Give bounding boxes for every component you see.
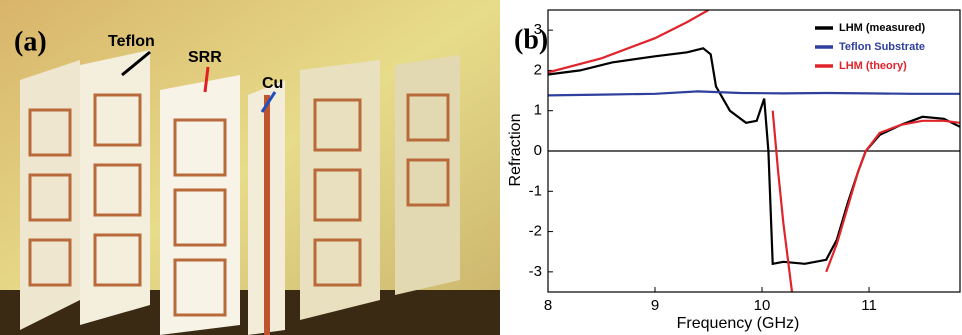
plot-frame [547, 9, 961, 293]
series-line [548, 90, 960, 97]
y-tick-label: -1 [529, 182, 542, 199]
x-axis-label: Frequency (GHz) [677, 315, 800, 332]
panel-label: (a) [14, 26, 47, 57]
legend-label: LHM (theory) [839, 60, 907, 72]
annotation: Cu [262, 75, 283, 92]
annotation: Teflon [108, 33, 155, 50]
arrows [121, 50, 277, 113]
photo-panel: (a) Teflon SRR Cu [0, 0, 500, 335]
legend-label: LHM (measured) [839, 22, 926, 34]
x-tick-label: 10 [754, 297, 771, 314]
y-tick-label: 2 [534, 61, 542, 78]
series-line [548, 10, 960, 292]
panel-label: (b) [514, 24, 548, 55]
legend-label: Teflon Substrate [839, 41, 925, 53]
srr-rings [28, 93, 450, 317]
y-tick-label: 1 [534, 102, 542, 119]
x-tick-label: 11 [861, 297, 877, 314]
x-tick-label: 8 [544, 297, 552, 314]
series-line [548, 47, 960, 266]
y-tick-label: -2 [529, 223, 542, 240]
y-tick-label: 3 [534, 21, 542, 38]
annotation: SRR [188, 49, 222, 66]
y-tick-label: 0 [534, 142, 542, 159]
chart: (b) Frequency (GHz) Refraction -3 -2 -1 0 1 2… [507, 9, 961, 332]
x-tick-label: 9 [651, 297, 659, 314]
y-axis-label: Refraction [507, 114, 524, 187]
y-tick-label: -3 [529, 263, 542, 280]
